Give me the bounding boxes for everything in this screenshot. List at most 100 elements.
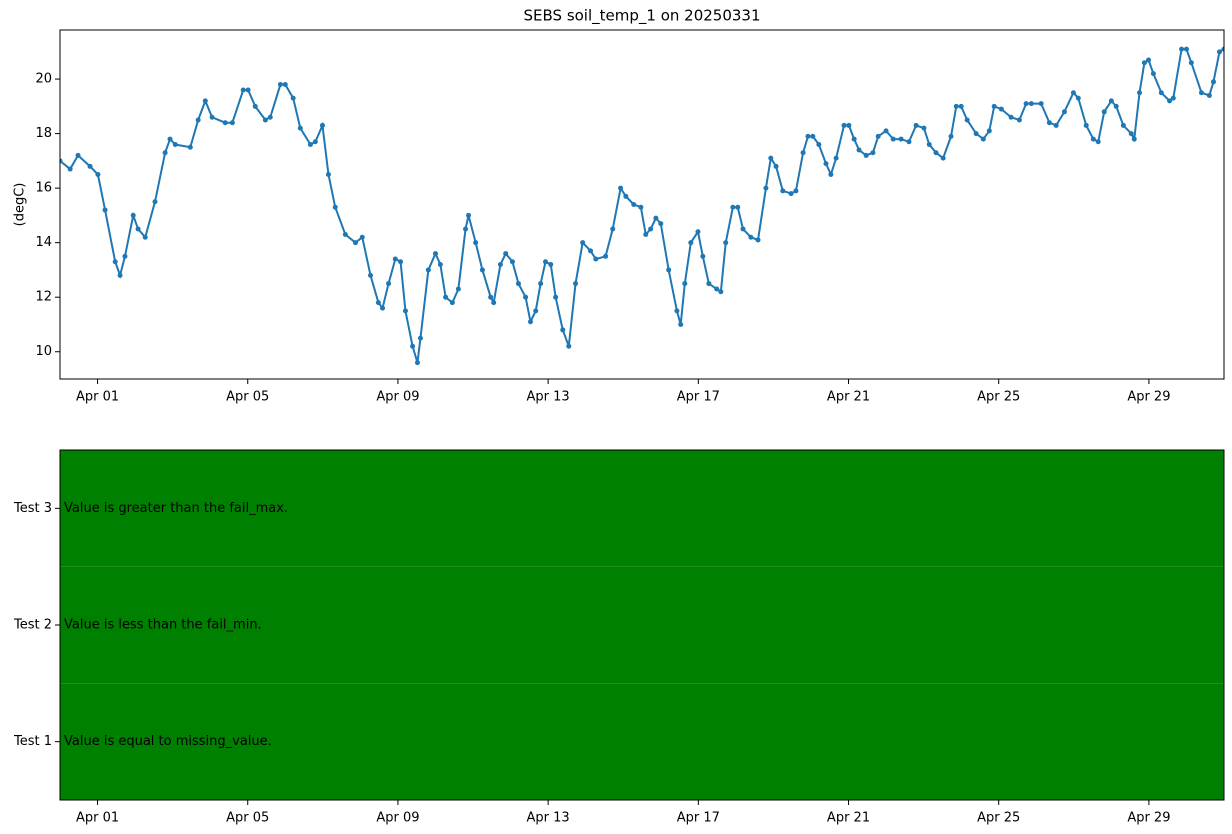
data-point — [610, 226, 616, 232]
flag-description: Value is equal to missing_value. — [64, 734, 272, 749]
x-tick-label: Apr 21 — [827, 811, 870, 826]
data-point — [940, 155, 946, 161]
x-tick-label: Apr 05 — [226, 811, 269, 826]
data-point — [828, 172, 834, 178]
data-point — [1216, 49, 1222, 55]
data-point — [1167, 98, 1173, 104]
data-point — [740, 226, 746, 232]
data-point — [202, 98, 208, 104]
data-point — [748, 234, 754, 240]
data-point — [527, 319, 533, 325]
data-point — [538, 281, 544, 287]
data-point — [714, 286, 720, 292]
data-point — [267, 114, 273, 120]
data-point — [856, 147, 862, 153]
data-point — [307, 142, 313, 148]
data-point — [816, 142, 822, 148]
data-point — [1046, 120, 1052, 126]
data-point — [67, 166, 73, 172]
data-point — [466, 212, 472, 218]
data-point — [172, 142, 178, 148]
data-point — [117, 272, 123, 278]
x-tick-label: Apr 01 — [76, 811, 119, 826]
data-point — [603, 253, 609, 259]
data-point — [674, 308, 680, 314]
data-point — [890, 136, 896, 142]
data-point — [95, 172, 101, 178]
flag-band — [60, 683, 1224, 800]
x-tick-label: Apr 13 — [527, 390, 570, 405]
data-point — [277, 82, 283, 88]
x-tick-label: Apr 17 — [677, 811, 720, 826]
data-point — [229, 120, 235, 126]
data-point — [1028, 101, 1034, 107]
data-point — [449, 300, 455, 306]
data-point — [805, 133, 811, 139]
flag-description: Value is greater than the fail_max. — [64, 501, 288, 516]
data-point — [509, 259, 515, 265]
data-point — [763, 185, 769, 191]
data-point — [432, 251, 438, 257]
x-tick-label: Apr 21 — [827, 390, 870, 405]
data-point — [282, 82, 288, 88]
data-point — [1070, 90, 1076, 96]
data-point — [553, 294, 559, 300]
data-point — [643, 231, 649, 237]
data-point — [240, 87, 246, 93]
chart-title: SEBS soil_temp_1 on 20250331 — [524, 7, 761, 26]
data-point — [443, 294, 449, 300]
data-point — [638, 204, 644, 210]
data-point — [875, 133, 881, 139]
data-point — [718, 289, 724, 295]
axes-frame — [59, 29, 1225, 380]
data-point — [398, 259, 404, 265]
data-point — [973, 131, 979, 137]
flag-band — [60, 566, 1224, 684]
data-point — [523, 294, 529, 300]
data-point — [488, 294, 494, 300]
data-point — [953, 103, 959, 109]
data-point — [491, 300, 497, 306]
x-tick-label: Apr 05 — [226, 390, 269, 405]
data-point — [588, 248, 594, 254]
data-point — [1146, 57, 1152, 63]
data-point — [1090, 136, 1096, 142]
data-point — [1188, 60, 1194, 66]
data-point — [846, 122, 852, 128]
x-tick-label: Apr 01 — [76, 390, 119, 405]
data-point — [368, 272, 374, 278]
data-point — [623, 193, 629, 199]
data-point — [87, 163, 93, 169]
data-point — [933, 150, 939, 156]
data-point — [533, 308, 539, 314]
data-point — [417, 335, 423, 341]
data-point — [1075, 95, 1081, 101]
x-tick-label: Apr 09 — [376, 390, 419, 405]
data-point — [455, 286, 461, 292]
data-point — [135, 226, 141, 232]
x-tick-label: Apr 29 — [1127, 390, 1170, 405]
data-point — [548, 261, 554, 267]
data-point — [580, 240, 586, 246]
data-point — [222, 120, 228, 126]
data-point — [437, 261, 443, 267]
data-point — [463, 226, 469, 232]
data-point — [730, 204, 736, 210]
data-point — [926, 142, 932, 148]
y-tick-label: 16 — [35, 181, 52, 196]
data-point — [402, 308, 408, 314]
data-point — [1221, 46, 1224, 52]
data-point — [566, 343, 572, 349]
data-point — [1083, 122, 1089, 128]
data-point — [883, 128, 889, 134]
y-tick-label: Test 3 — [13, 501, 52, 516]
data-point — [1053, 122, 1059, 128]
x-tick-label: Apr 13 — [527, 811, 570, 826]
data-point — [1108, 98, 1114, 104]
data-point — [593, 256, 599, 262]
data-point — [800, 150, 806, 156]
data-point — [410, 343, 416, 349]
y-axis-label: (degC) — [13, 183, 28, 227]
data-point — [964, 117, 970, 123]
